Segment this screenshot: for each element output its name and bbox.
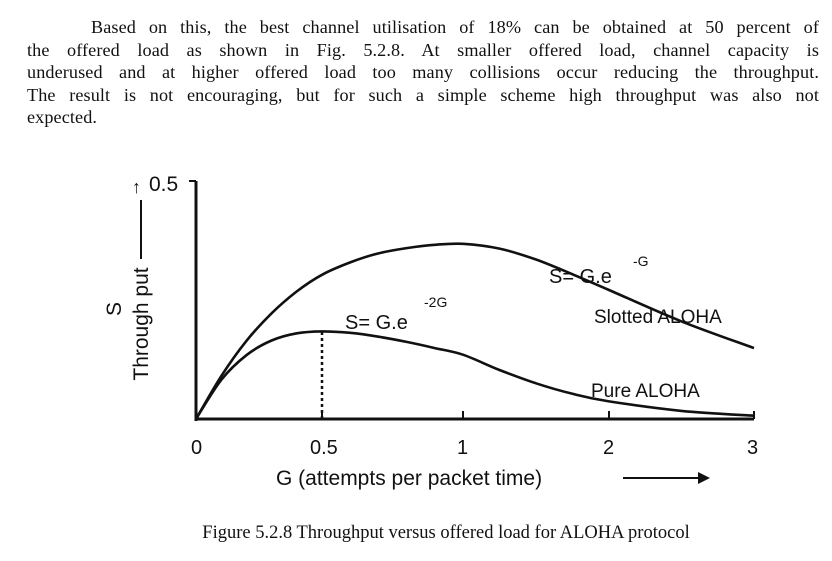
x-tick-label: 0.5 xyxy=(310,437,338,459)
x-tick-label: 1 xyxy=(457,437,468,459)
y-axis-symbol: S xyxy=(103,302,126,316)
figure-caption: Figure 5.2.8 Throughput versus offered l… xyxy=(202,523,690,543)
paragraph-line: Based on this, the best channel utilisat… xyxy=(91,17,819,37)
pure-formula: S= G.e xyxy=(345,312,408,334)
body-paragraph: Based on this, the best channel utilisat… xyxy=(27,16,819,129)
paragraph-line: expected. xyxy=(27,107,98,127)
x-axis-label: G (attempts per packet time) xyxy=(276,467,542,490)
slotted-exponent: -G xyxy=(633,253,649,269)
x-tick-label: 0 xyxy=(191,437,202,459)
paragraph-line: the offered load as shown in Fig. 5.2.8.… xyxy=(27,39,819,60)
pure-exponent: -2G xyxy=(424,294,447,310)
y-axis-label: Through put xyxy=(130,267,153,380)
slotted-formula: S= G.e xyxy=(549,266,612,288)
paragraph-line: underused and at higher offered load too… xyxy=(27,62,819,82)
paragraph-line: The result is not encouraging, but for s… xyxy=(27,84,819,105)
x-axis-label-arrowhead xyxy=(698,472,710,484)
series-label-slotted-aloha: Slotted ALOHA xyxy=(594,307,722,328)
y-axis-arrowhead: ↑ xyxy=(132,177,141,197)
y-tick-label: 0.5 xyxy=(149,173,178,196)
series-line-slotted-aloha xyxy=(194,242,755,420)
series-line-pure-aloha xyxy=(194,330,755,420)
series-label-pure-aloha: Pure ALOHA xyxy=(591,381,700,402)
x-tick-label: 3 xyxy=(747,437,758,459)
x-tick-label: 2 xyxy=(603,437,614,459)
